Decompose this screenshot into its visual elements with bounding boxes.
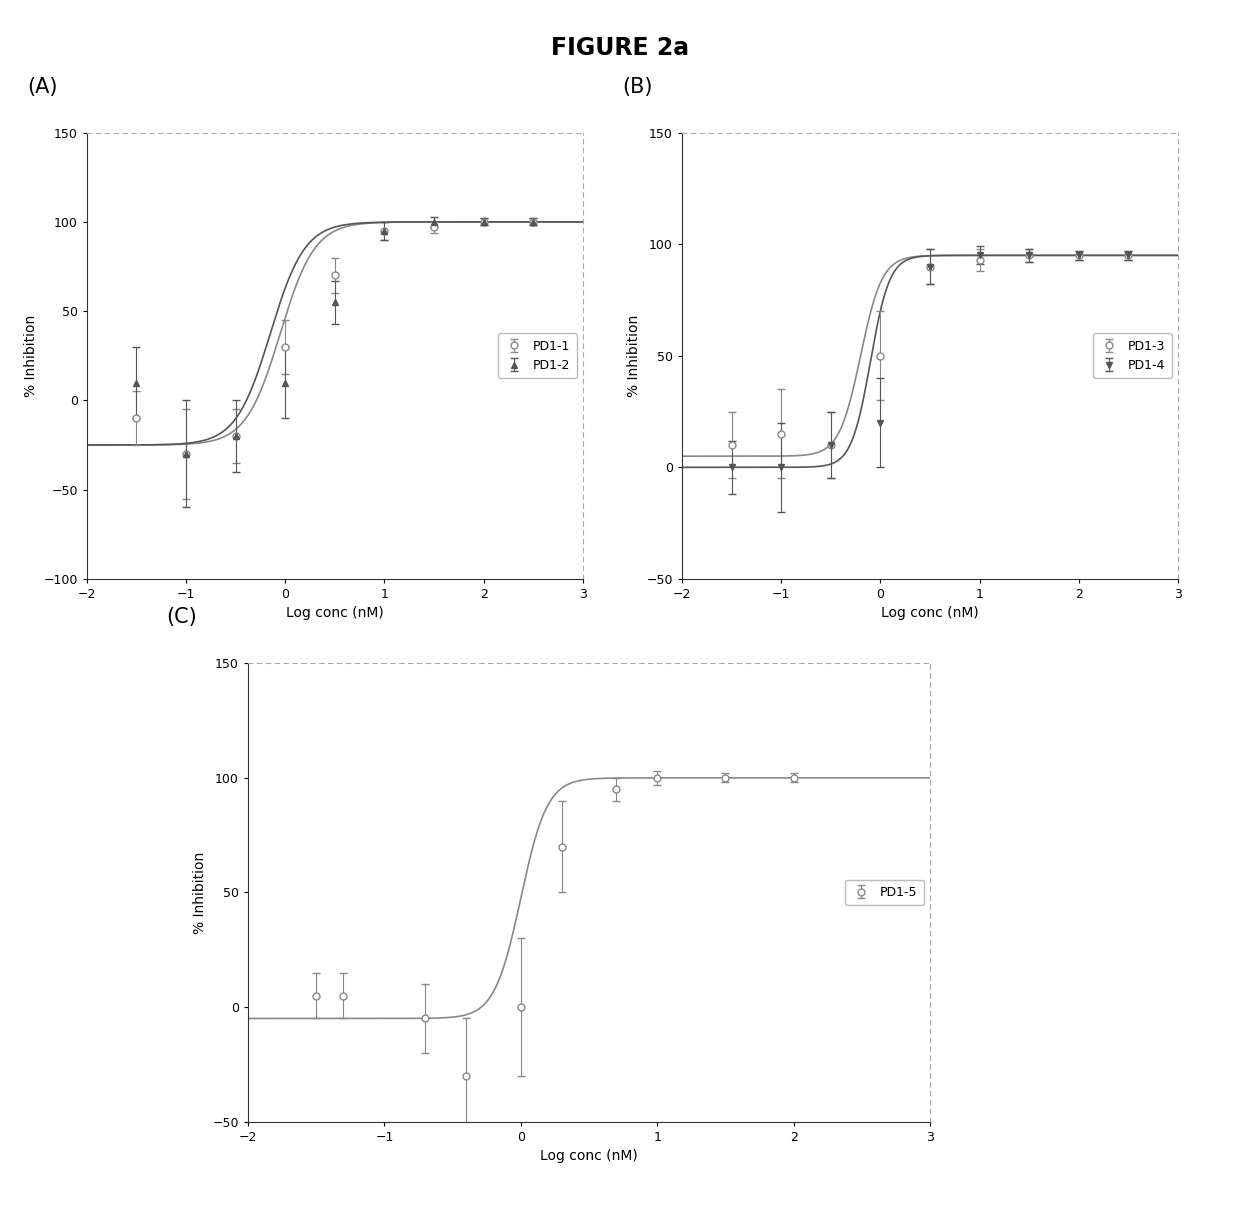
Y-axis label: % Inhibition: % Inhibition [627, 315, 641, 397]
X-axis label: Log conc (nM): Log conc (nM) [882, 607, 978, 620]
Text: (B): (B) [622, 77, 653, 96]
Text: (A): (A) [27, 77, 58, 96]
X-axis label: Log conc (nM): Log conc (nM) [286, 607, 383, 620]
Y-axis label: % Inhibition: % Inhibition [193, 851, 207, 933]
Y-axis label: % Inhibition: % Inhibition [24, 315, 38, 397]
Legend: PD1-1, PD1-2: PD1-1, PD1-2 [498, 333, 577, 379]
Legend: PD1-5: PD1-5 [844, 879, 924, 906]
X-axis label: Log conc (nM): Log conc (nM) [541, 1149, 637, 1163]
Text: FIGURE 2a: FIGURE 2a [551, 36, 689, 60]
Text: (C): (C) [166, 607, 197, 627]
Legend: PD1-3, PD1-4: PD1-3, PD1-4 [1094, 333, 1172, 379]
